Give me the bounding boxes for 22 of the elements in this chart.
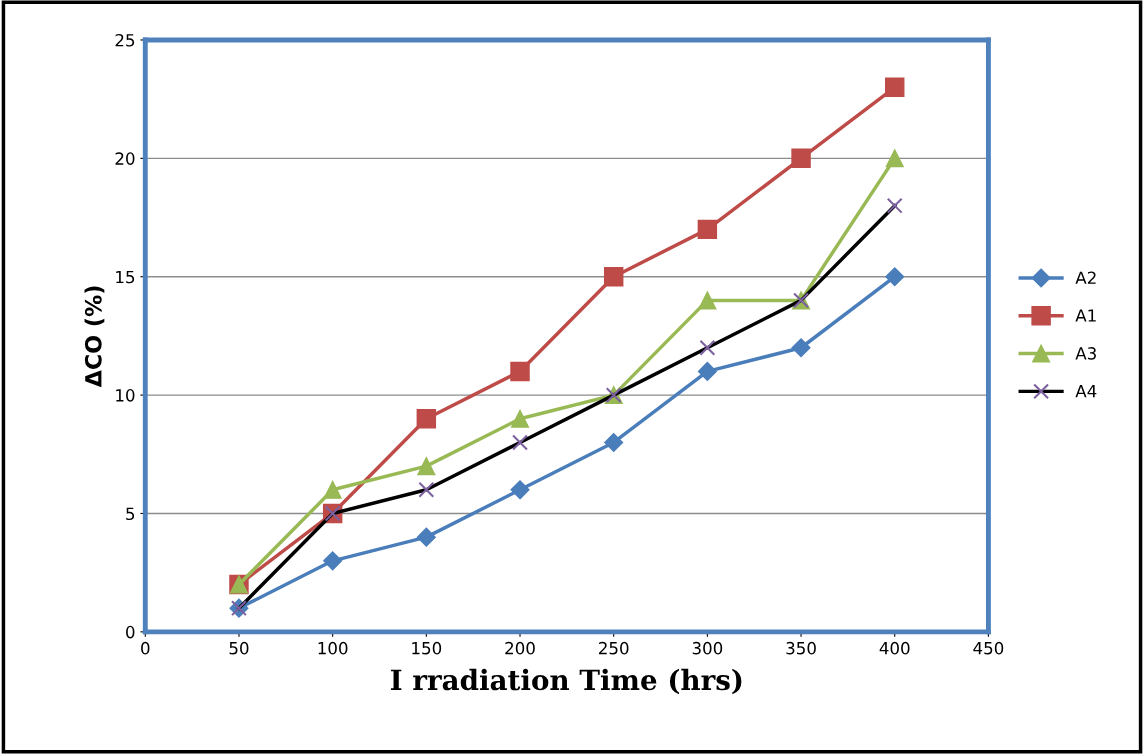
x-tick-label: 250 — [599, 641, 629, 655]
x-tick-label: 50 — [229, 641, 249, 655]
y-tick-label: 15 — [116, 270, 135, 284]
x-tick-label: 200 — [505, 641, 535, 655]
x-tick-label: 150 — [412, 641, 442, 655]
x-tick-label: 450 — [973, 641, 1004, 655]
y-axis-title: ΔCO (%) — [84, 286, 105, 388]
y-tick-label: 10 — [116, 389, 135, 402]
legend-label: A4 — [1075, 385, 1097, 398]
x-tick-label: 0 — [141, 641, 150, 655]
y-tick-label: 5 — [126, 507, 135, 521]
y-tick-label: 0 — [126, 625, 135, 639]
x-axis-title: I rradiation Time (hrs) — [390, 668, 742, 695]
x-tick-label: 100 — [318, 641, 348, 655]
legend-label: A2 — [1075, 271, 1096, 284]
x-tick-label: 300 — [692, 641, 723, 655]
x-tick-label: 350 — [786, 641, 816, 655]
x-tick-label: 400 — [879, 641, 910, 655]
y-tick-label: 20 — [115, 152, 135, 165]
legend-label: A1 — [1075, 309, 1096, 322]
y-tick-label: 25 — [115, 33, 135, 47]
legend-label: A3 — [1075, 347, 1096, 360]
